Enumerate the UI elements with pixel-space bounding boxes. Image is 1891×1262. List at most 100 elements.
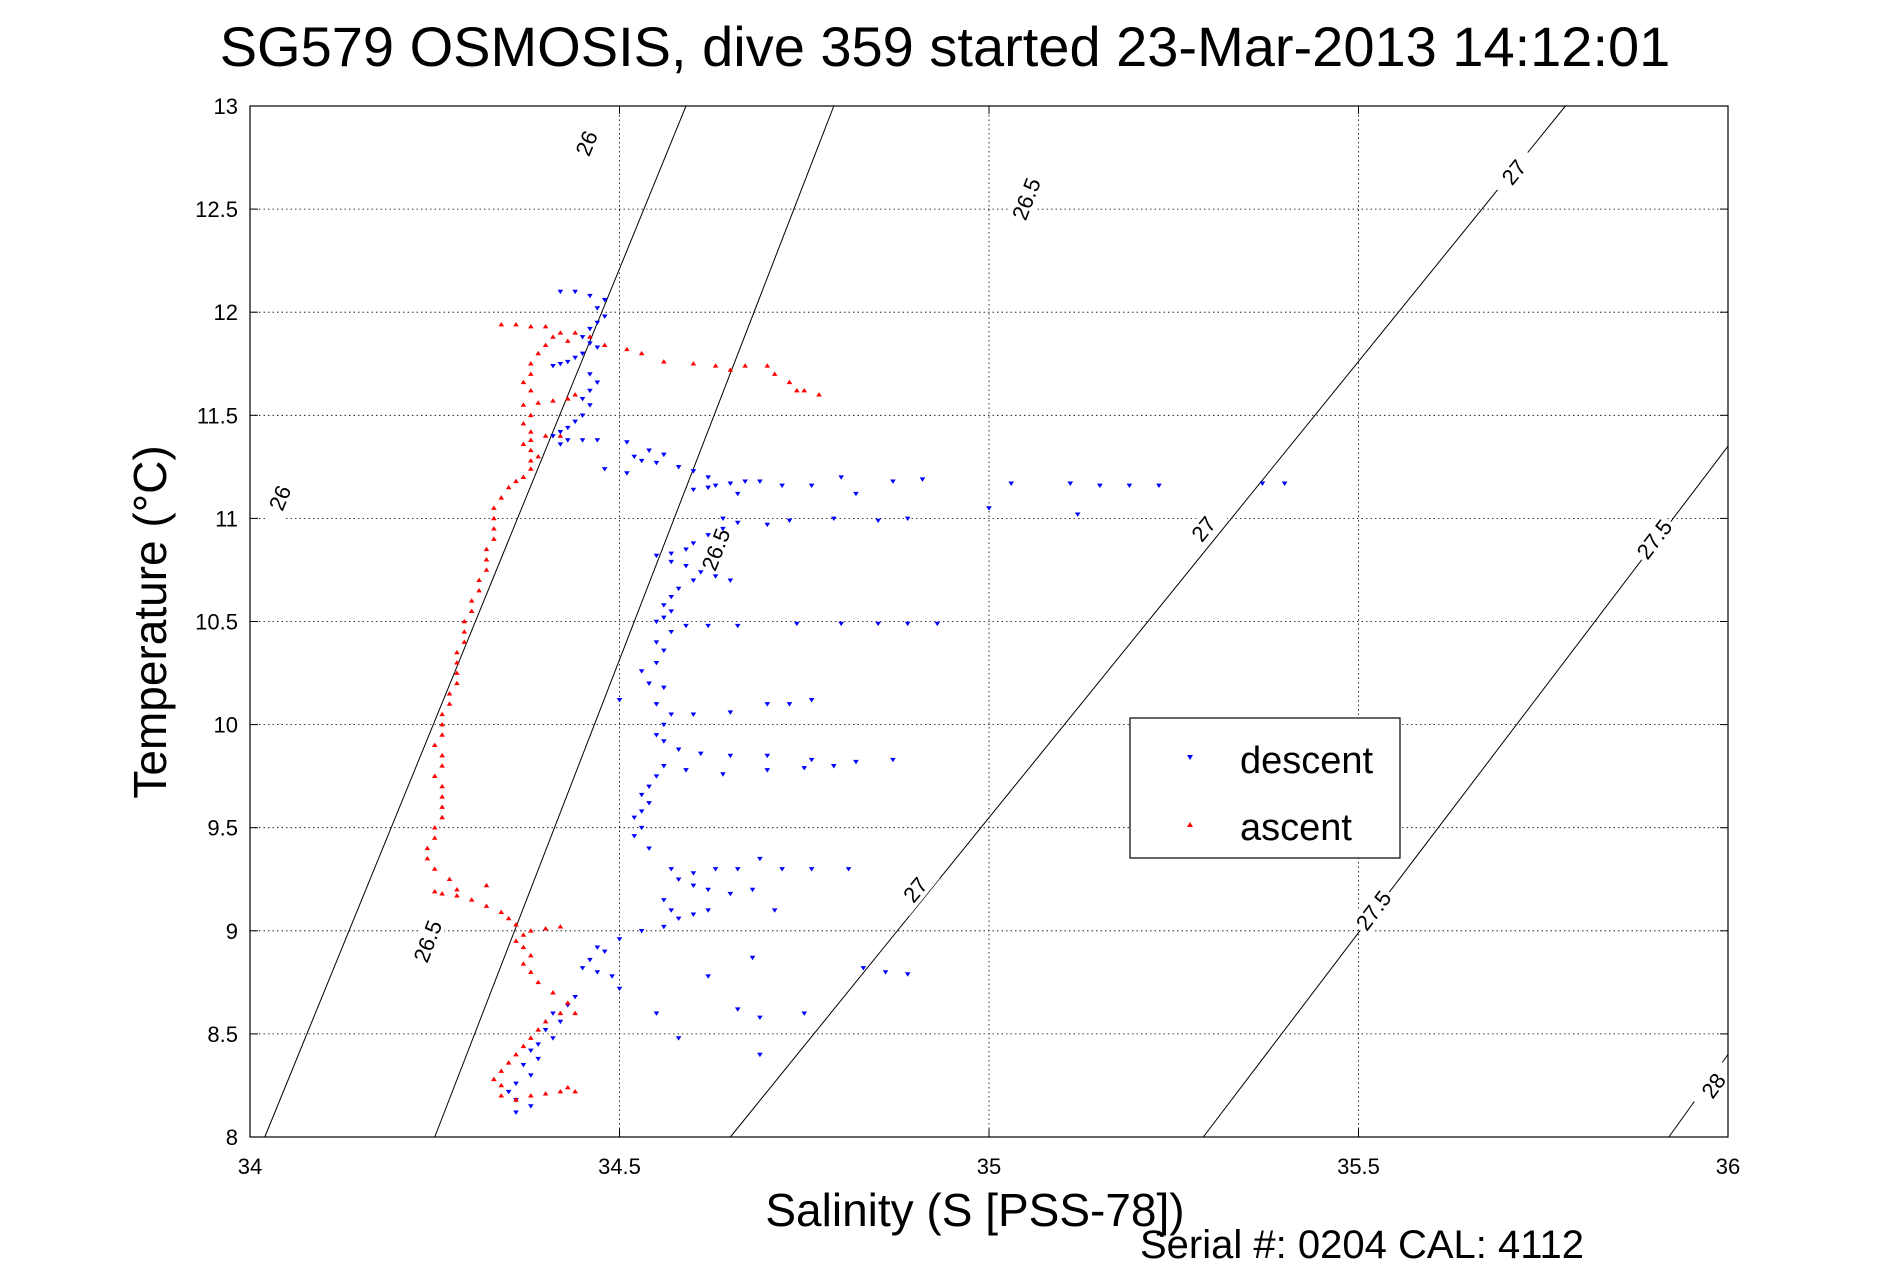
ascent-point bbox=[446, 691, 453, 696]
descent-point bbox=[572, 355, 578, 361]
y-tick-label: 9 bbox=[226, 919, 238, 944]
ascent-point bbox=[786, 379, 793, 385]
descent-point bbox=[594, 380, 601, 385]
ascent-point bbox=[483, 882, 490, 888]
ascent-point bbox=[564, 396, 571, 401]
descent-point bbox=[919, 477, 926, 482]
descent-point bbox=[528, 1048, 534, 1053]
descent-point bbox=[557, 289, 564, 295]
contour-label: 26.5 bbox=[697, 525, 736, 574]
descent-point bbox=[661, 452, 667, 458]
ascent-point bbox=[513, 1097, 519, 1102]
ascent-point bbox=[439, 752, 445, 758]
ascent-point bbox=[528, 324, 534, 329]
descent-point bbox=[890, 479, 896, 484]
axis-ticks: 34 34.5 35 35.5 36 8 8.5 9 9.5 10 10.5 11 11.5 12 12.5… bbox=[195, 94, 1740, 1179]
descent-point bbox=[572, 419, 578, 425]
descent-point bbox=[668, 594, 675, 600]
descent-point bbox=[1067, 481, 1074, 486]
serial-cal-text: Serial #: 0204 CAL: 4112 bbox=[1140, 1223, 1584, 1262]
descent-point bbox=[675, 916, 682, 922]
contour-label-bg bbox=[1689, 1058, 1737, 1112]
descent-point bbox=[808, 867, 815, 872]
descent-point bbox=[727, 710, 734, 715]
descent-point bbox=[661, 924, 667, 930]
descent-point bbox=[734, 623, 741, 629]
descent-point bbox=[557, 442, 564, 447]
x-tick-label: 35 bbox=[977, 1154, 1001, 1179]
y-axis-label: Temperature (°C) bbox=[124, 445, 176, 798]
ascent-point bbox=[520, 379, 527, 385]
descent-point bbox=[661, 685, 667, 691]
ascent-point bbox=[550, 398, 556, 403]
y-tick-label: 8.5 bbox=[207, 1022, 238, 1047]
descent-point bbox=[579, 397, 586, 402]
descent-point bbox=[838, 621, 844, 627]
ascent-point bbox=[727, 367, 734, 372]
descent-point bbox=[779, 483, 785, 489]
descent-point bbox=[727, 578, 734, 583]
ascent-point bbox=[454, 680, 460, 686]
ascent-point bbox=[483, 546, 490, 552]
ascent-point bbox=[572, 1089, 578, 1094]
y-tick-label: 10 bbox=[214, 713, 238, 738]
descent-point bbox=[779, 867, 785, 872]
descent-point bbox=[675, 1036, 682, 1041]
ascent-point bbox=[764, 363, 771, 368]
descent-point bbox=[764, 702, 771, 707]
descent-point bbox=[550, 1036, 556, 1041]
descent-point bbox=[727, 481, 734, 486]
descent-point bbox=[986, 506, 992, 511]
descent-point bbox=[653, 733, 660, 738]
descent-point bbox=[690, 469, 697, 474]
descent-point bbox=[712, 867, 719, 872]
descent-point bbox=[675, 586, 682, 592]
descent-point bbox=[535, 1056, 542, 1062]
descent-point bbox=[550, 1011, 556, 1016]
ascent-point bbox=[461, 639, 468, 644]
ascent-point bbox=[520, 961, 527, 966]
ascent-point bbox=[535, 350, 542, 356]
descent-point bbox=[528, 1104, 534, 1109]
descent-point bbox=[587, 341, 593, 346]
descent-point bbox=[661, 764, 667, 769]
ascent-point bbox=[528, 437, 534, 442]
ascent-point bbox=[535, 400, 542, 405]
density-contour-line bbox=[1202, 445, 1729, 1138]
ascent-point bbox=[528, 969, 534, 974]
ascent-point bbox=[801, 387, 808, 393]
ascent-point bbox=[431, 825, 438, 830]
ascent-point bbox=[454, 886, 460, 892]
ascent-point bbox=[446, 701, 453, 706]
descent-point bbox=[653, 619, 660, 625]
ascent-point bbox=[513, 938, 519, 943]
ascent-point bbox=[528, 387, 534, 393]
descent-point bbox=[683, 564, 689, 569]
ascent-point bbox=[557, 1089, 564, 1094]
descent-point bbox=[638, 669, 645, 674]
descent-point bbox=[646, 784, 652, 790]
descent-point bbox=[690, 712, 697, 717]
ascent-point bbox=[483, 567, 490, 572]
ascent-point bbox=[587, 334, 593, 339]
descent-point bbox=[550, 364, 556, 369]
ascent-point bbox=[476, 587, 482, 593]
ascent-point bbox=[572, 392, 578, 397]
descent-point bbox=[771, 908, 778, 913]
descent-point bbox=[838, 475, 844, 480]
descent-point bbox=[705, 475, 711, 480]
ascent-point bbox=[431, 835, 438, 840]
descent-point bbox=[831, 764, 837, 769]
ascent-point bbox=[520, 402, 527, 407]
descent-point bbox=[675, 465, 682, 470]
ascent-point bbox=[816, 392, 822, 397]
descent-point bbox=[1281, 481, 1288, 486]
descent-point bbox=[705, 908, 711, 913]
ascent-point bbox=[454, 660, 460, 665]
descent-point bbox=[764, 768, 771, 773]
descent-point bbox=[1074, 512, 1081, 517]
descent-point bbox=[853, 759, 859, 765]
legend: descent ascent bbox=[1129, 717, 1401, 859]
descent-point bbox=[631, 834, 638, 839]
